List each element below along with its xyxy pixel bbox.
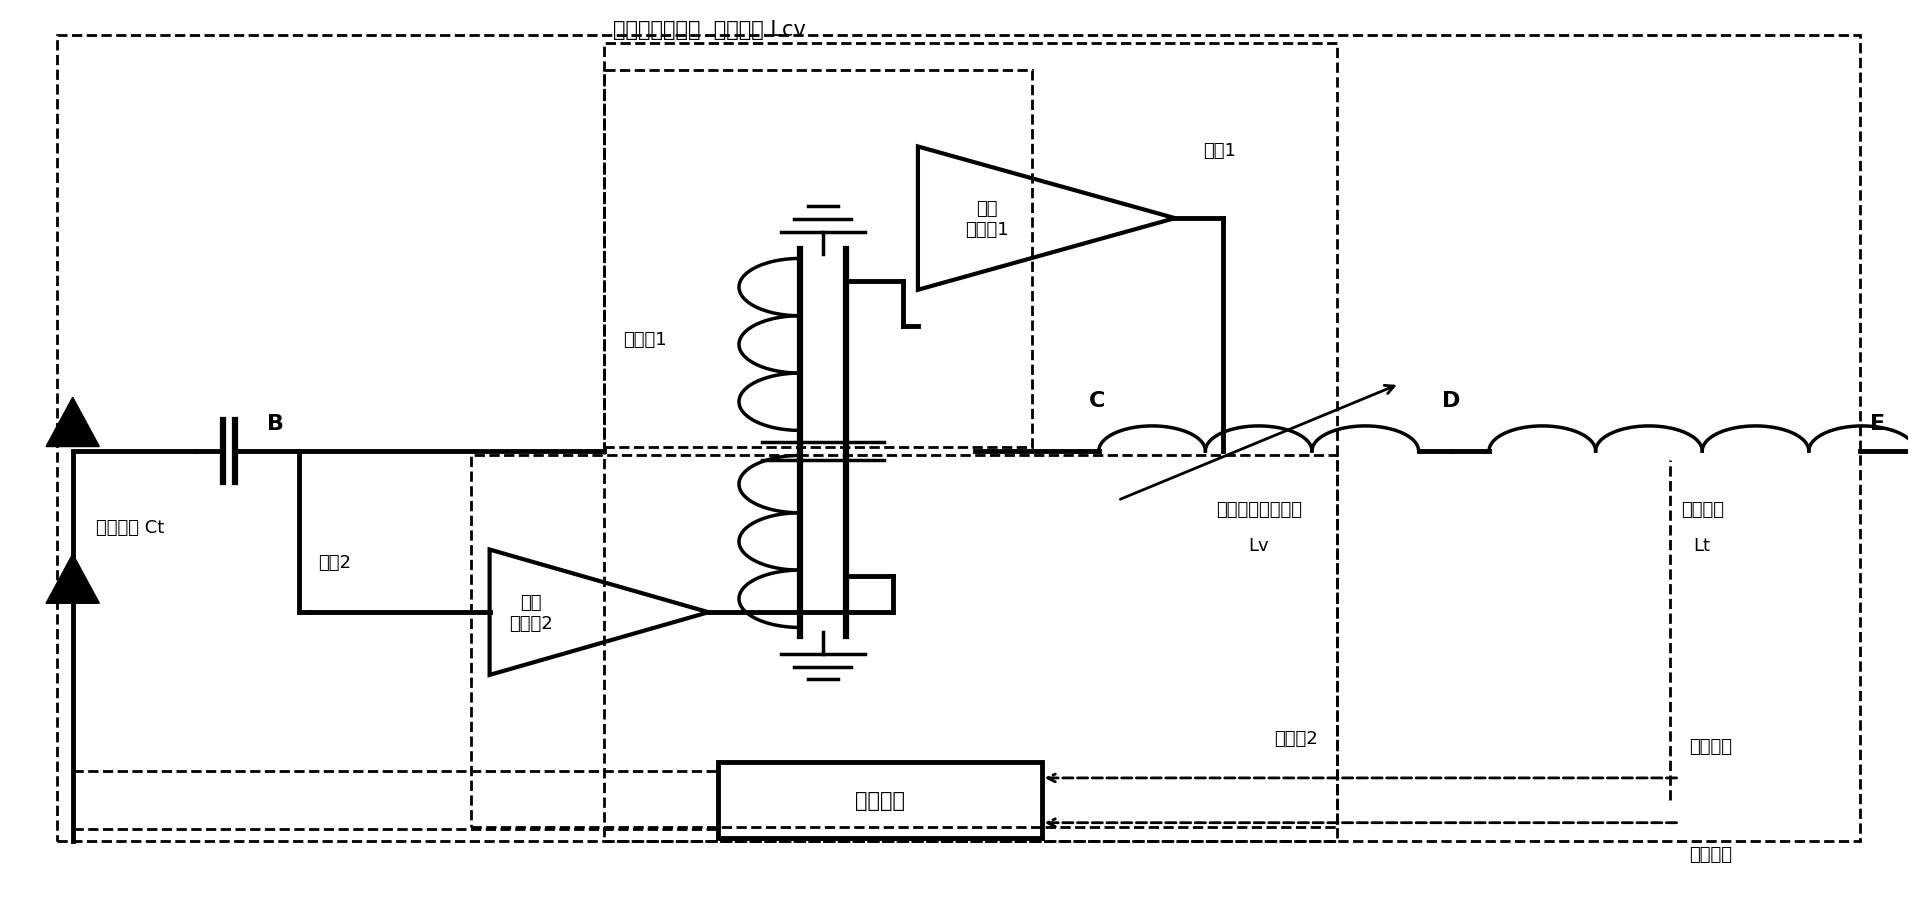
- Bar: [470, 456, 1336, 827]
- Text: E: E: [1870, 414, 1885, 433]
- Bar: [604, 44, 1336, 841]
- Text: B: B: [268, 414, 285, 433]
- Text: 电抗器2: 电抗器2: [1273, 729, 1317, 747]
- Text: 信号1: 信号1: [1203, 143, 1237, 160]
- Text: Lt: Lt: [1694, 535, 1711, 554]
- Text: 谐振电容 Ct: 谐振电容 Ct: [96, 518, 164, 536]
- Text: 直流可控电抗器  可变电感 Lcv: 直流可控电抗器 可变电感 Lcv: [614, 20, 807, 40]
- Polygon shape: [46, 398, 99, 447]
- Bar: [604, 71, 1032, 447]
- Text: 电流
控制器1: 电流 控制器1: [966, 200, 1010, 238]
- Text: D: D: [1442, 391, 1461, 411]
- Bar: [57, 35, 1860, 841]
- Text: 信号2: 信号2: [317, 554, 352, 572]
- Text: 参数变化等效电感: 参数变化等效电感: [1216, 500, 1302, 518]
- Text: C: C: [1090, 391, 1105, 411]
- Text: 电流
控制器2: 电流 控制器2: [509, 593, 553, 632]
- Text: 电抗器1: 电抗器1: [623, 330, 667, 349]
- Text: 电流波形: 电流波形: [1688, 844, 1732, 862]
- Text: 相位比较: 相位比较: [855, 790, 904, 810]
- Text: A: A: [61, 414, 78, 433]
- Text: Lv: Lv: [1249, 535, 1270, 554]
- Bar: [719, 762, 1042, 839]
- Polygon shape: [46, 554, 99, 603]
- Text: 电压波形: 电压波形: [1688, 737, 1732, 755]
- Text: 发射线圈: 发射线圈: [1681, 500, 1725, 518]
